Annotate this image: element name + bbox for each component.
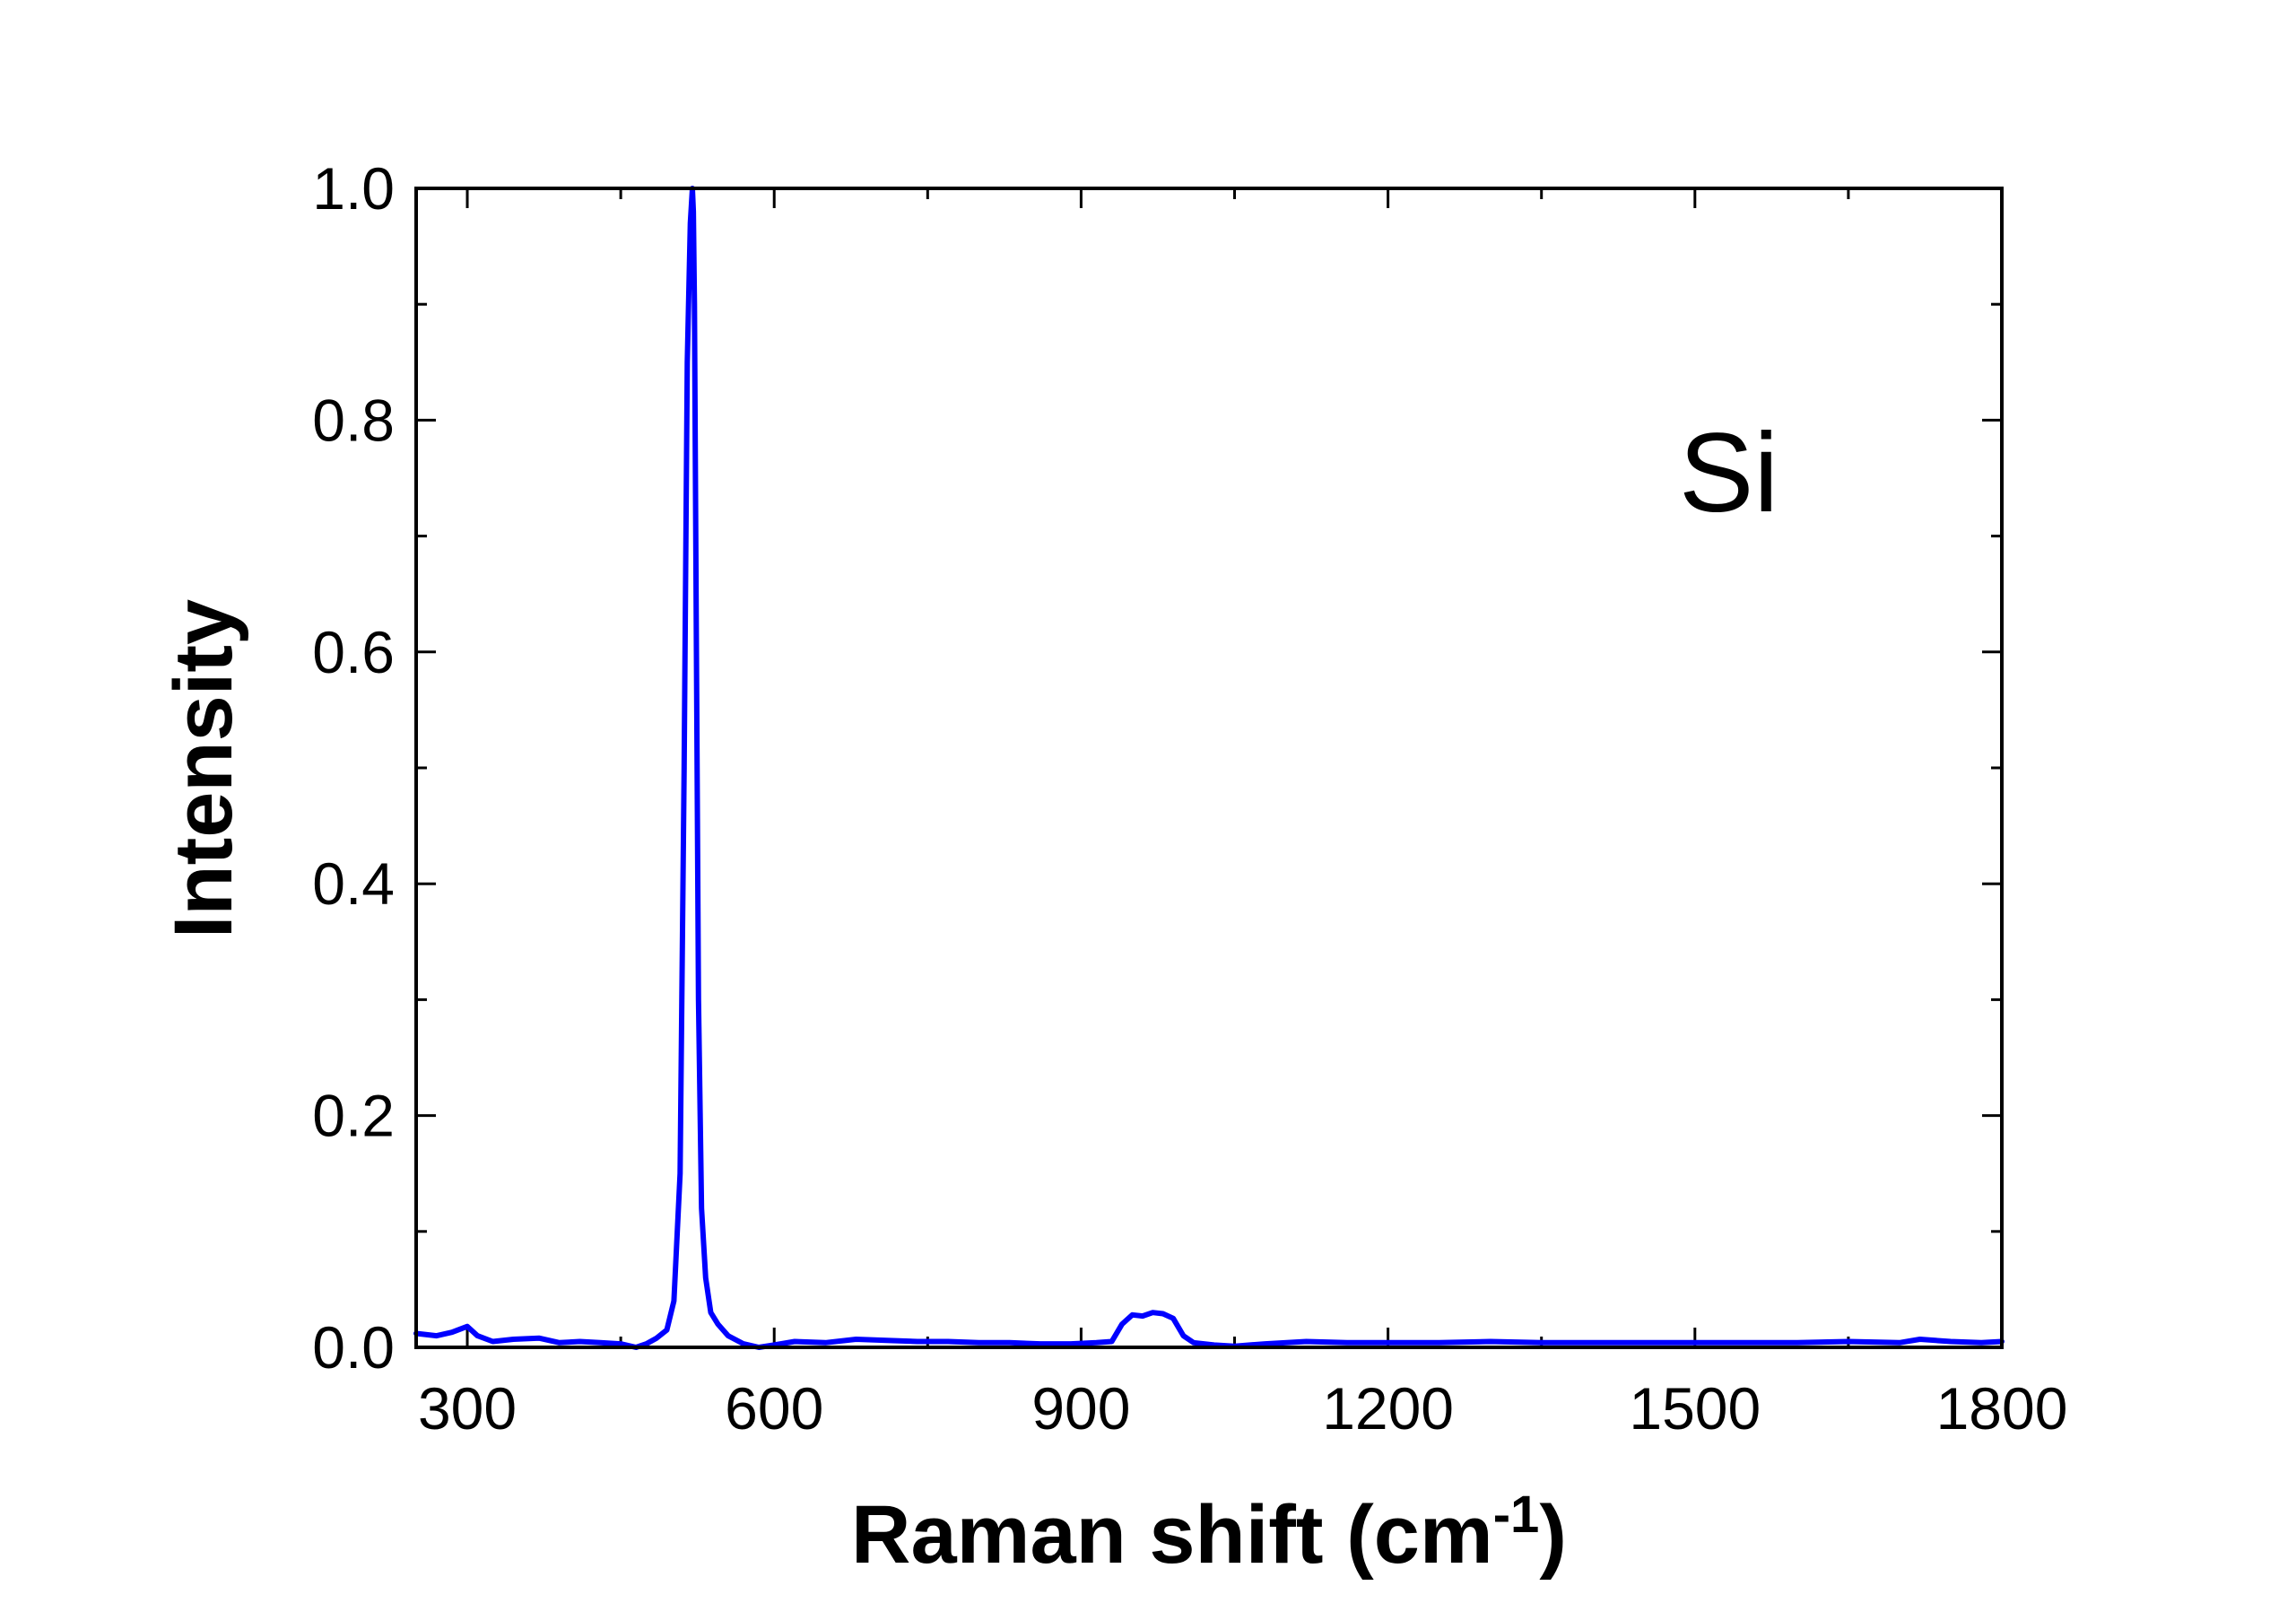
y-tick-label: 0.6 bbox=[312, 619, 395, 685]
y-tick-label: 0.2 bbox=[312, 1083, 395, 1149]
x-axis-title-main: Raman shift (cm bbox=[851, 1489, 1493, 1581]
plot-frame bbox=[414, 187, 2004, 1349]
y-tick-label: 0.4 bbox=[312, 850, 395, 917]
x-axis-title: Raman shift (cm-1) bbox=[851, 1485, 1567, 1581]
x-tick-labels: 300 600 900 1200 1500 1800 bbox=[418, 1375, 2067, 1442]
y-tick-label: 1.0 bbox=[312, 155, 395, 222]
y-tick-label: 0.8 bbox=[312, 387, 395, 453]
annotation-si: Si bbox=[1679, 411, 1779, 536]
x-axis-title-suffix: ) bbox=[1539, 1489, 1567, 1581]
y-tick-label: 0.0 bbox=[312, 1314, 395, 1381]
x-tick-label: 1200 bbox=[1322, 1375, 1454, 1442]
x-tick-label: 1800 bbox=[1936, 1375, 2068, 1442]
x-tick-label: 1500 bbox=[1629, 1375, 1761, 1442]
series-line-0 bbox=[413, 186, 2005, 1350]
x-tick-label: 600 bbox=[725, 1375, 823, 1442]
x-axis-title-superscript: -1 bbox=[1493, 1485, 1540, 1544]
x-tick-label: 300 bbox=[418, 1375, 517, 1442]
x-tick-label: 900 bbox=[1031, 1375, 1130, 1442]
axis-ticks bbox=[416, 187, 2004, 1349]
y-tick-labels: 0.0 0.2 0.4 0.6 0.8 1.0 bbox=[312, 155, 395, 1381]
series-layer bbox=[413, 186, 2005, 1350]
y-axis-title: Intensity bbox=[158, 599, 249, 938]
